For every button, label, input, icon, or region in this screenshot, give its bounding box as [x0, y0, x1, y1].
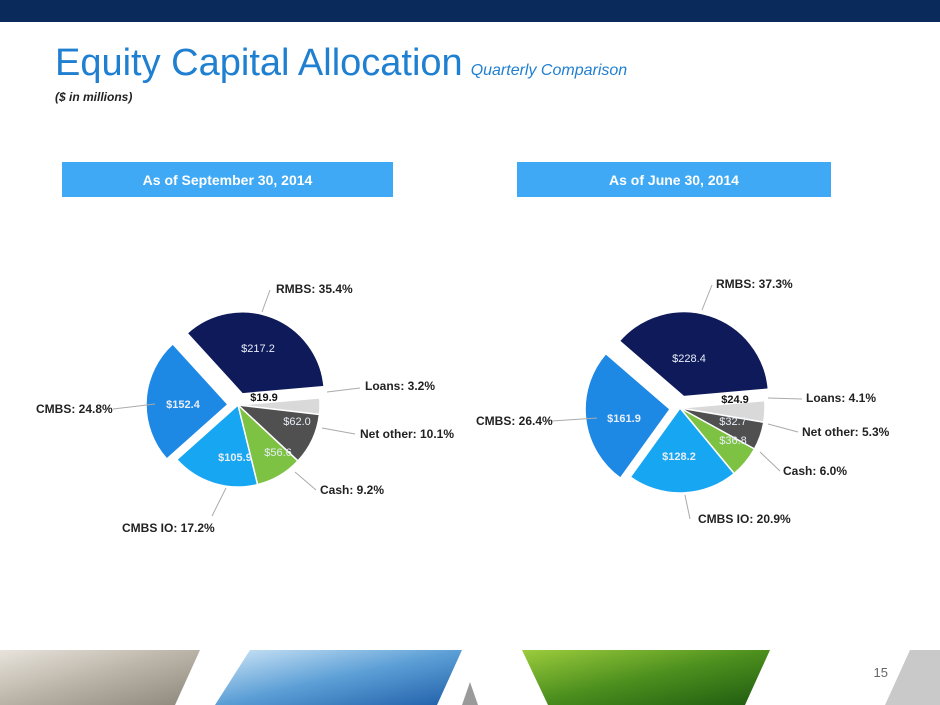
value-label-cmbs-io: $105.9: [218, 452, 252, 464]
value-label-loans: $19.9: [250, 392, 278, 404]
leader-line: [759, 451, 781, 472]
category-label-rmbs: RMBS: 35.4%: [276, 282, 353, 296]
pie-jun-2014: $228.4 RMBS: 37.3% $24.9 Loans: 4.1% $32.7 Ne…: [476, 277, 890, 526]
units-note: ($ in millions): [55, 90, 133, 104]
category-label-cmbs-io: CMBS IO: 20.9%: [698, 512, 791, 526]
category-label-cmbs: CMBS: 24.8%: [36, 402, 113, 416]
leader-line: [326, 387, 361, 393]
leader-line: [261, 289, 271, 313]
value-label-rmbs: $228.4: [672, 353, 706, 365]
page-number: 15: [873, 665, 888, 680]
leader-line: [767, 397, 803, 400]
value-label-rmbs: $217.2: [241, 343, 275, 355]
category-label-cmbs: CMBS: 26.4%: [476, 414, 553, 428]
page-title: Equity Capital Allocation Quarterly Compa…: [55, 42, 627, 85]
slice-rmbs: [618, 310, 770, 398]
category-label-loans: Loans: 3.2%: [365, 379, 435, 393]
value-label-cmbs: $152.4: [166, 399, 201, 411]
category-label-cash: Cash: 6.0%: [783, 464, 847, 478]
value-label-cmbs: $161.9: [607, 413, 641, 425]
slice-cmbs-io: [629, 406, 736, 494]
leader-line: [211, 487, 227, 517]
value-label-cash: $56.6: [264, 447, 292, 459]
value-label-net-other: $32.7: [719, 416, 747, 428]
chart-header-jun-2014: As of June 30, 2014: [517, 162, 831, 197]
slice-cmbs: [145, 342, 230, 461]
category-label-net-other: Net other: 5.3%: [802, 425, 890, 439]
footer-images: [0, 650, 940, 705]
leader-line: [701, 284, 713, 311]
top-bar: [0, 0, 940, 22]
chart-header-sep-2014: As of September 30, 2014: [62, 162, 393, 197]
category-label-net-other: Net other: 10.1%: [360, 427, 454, 441]
leader-line: [684, 494, 691, 520]
divider-triangle: [462, 682, 478, 705]
leader-line: [767, 423, 799, 433]
slice-rmbs: [186, 311, 325, 395]
gray-panel: [885, 650, 940, 705]
value-label-net-other: $62.0: [283, 416, 311, 428]
value-label-cash: $36.8: [719, 435, 747, 447]
pie-charts: $217.2 RMBS: 35.4% $19.9 Loans: 3.2% $62.0 Ne…: [36, 277, 890, 535]
sky-image: [215, 650, 462, 705]
slice-cmbs-io: [175, 403, 259, 488]
leader-line: [551, 417, 598, 422]
leader-line: [112, 403, 156, 410]
title-text: Equity Capital Allocation: [55, 42, 463, 84]
leaf-image: [522, 650, 770, 705]
pie-sep-2014: $217.2 RMBS: 35.4% $19.9 Loans: 3.2% $62.0 Ne…: [36, 282, 454, 535]
rope-image: [0, 650, 200, 705]
leader-line: [321, 427, 356, 435]
value-label-loans: $24.9: [721, 394, 749, 406]
page-subtitle: Quarterly Comparison: [470, 62, 628, 79]
category-label-cash: Cash: 9.2%: [320, 483, 384, 497]
category-label-rmbs: RMBS: 37.3%: [716, 277, 793, 291]
leader-line: [294, 471, 317, 491]
category-label-loans: Loans: 4.1%: [806, 391, 876, 405]
value-label-cmbs-io: $128.2: [662, 451, 696, 463]
category-label-cmbs-io: CMBS IO: 17.2%: [122, 521, 215, 535]
